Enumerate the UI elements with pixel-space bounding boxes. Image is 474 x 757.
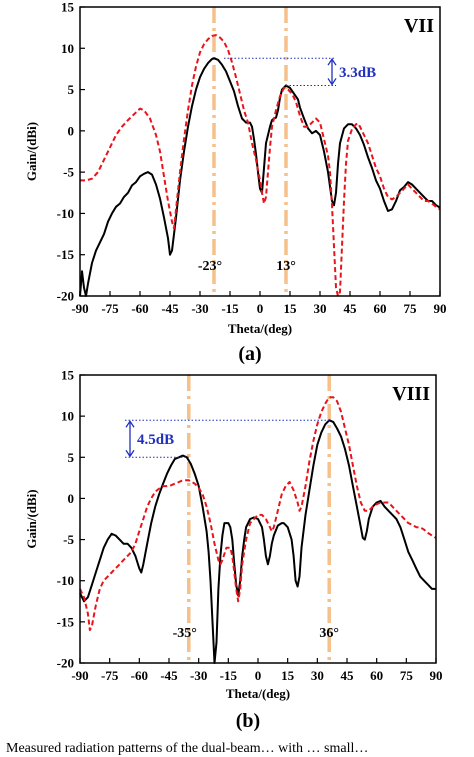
x-axis-label: Theta/(deg) — [226, 686, 290, 701]
x-tick-label: 60 — [370, 668, 383, 683]
y-tick-label: -20 — [57, 289, 74, 304]
x-tick-label: 90 — [434, 301, 447, 316]
x-tick-label: 75 — [400, 668, 414, 683]
marker-label-1: -35° — [173, 626, 197, 641]
x-tick-label: 45 — [341, 668, 355, 683]
x-tick-label: -60 — [131, 301, 148, 316]
y-tick-label: -10 — [57, 573, 74, 588]
diff-arrowhead-up — [327, 58, 337, 66]
panel-label: VIII — [392, 383, 430, 405]
x-tick-label: 30 — [314, 301, 327, 316]
marker-label-1: -23° — [198, 259, 222, 274]
chart-panel-b: -90 -75 -60 -45 -30 -15 0 15 30 45 60 75 90 15 10 5 0 -5 -… — [24, 368, 443, 733]
x-tick-label: 30 — [311, 668, 324, 683]
y-tick-label: 5 — [68, 82, 75, 97]
y-tick-label: 15 — [61, 368, 75, 383]
x-tick-label: -90 — [71, 668, 88, 683]
x-tick-label: -75 — [101, 668, 119, 683]
figure-caption: Measured radiation patterns of the dual-… — [6, 741, 368, 756]
subfigure-label: (b) — [236, 710, 260, 732]
y-axis-label: Gain/(dBi) — [24, 122, 39, 181]
y-tick-label: 0 — [68, 123, 75, 138]
panel-label: VII — [404, 15, 434, 37]
x-tick-label: -15 — [221, 301, 239, 316]
x-tick-label: 75 — [404, 301, 418, 316]
y-axis-label: Gain/(dBi) — [24, 489, 39, 548]
y-tick-label: -15 — [57, 614, 75, 629]
marker-label-2: 13° — [276, 259, 296, 274]
x-tick-label: -30 — [191, 301, 208, 316]
marker-label-2: 36° — [319, 626, 339, 641]
x-tick-label: 15 — [284, 301, 298, 316]
x-tick-label: -60 — [131, 668, 148, 683]
y-tick-label: -5 — [63, 532, 74, 547]
x-tick-label: 45 — [344, 301, 358, 316]
x-tick-label: -30 — [190, 668, 207, 683]
difference-label: 4.5dB — [137, 432, 174, 448]
y-tick-label: -10 — [57, 206, 74, 221]
x-tick-label: -45 — [161, 301, 179, 316]
y-tick-label: 10 — [61, 409, 74, 424]
y-tick-label: -20 — [57, 656, 74, 671]
y-tick-label: 0 — [68, 491, 75, 506]
x-tick-label: 0 — [255, 668, 262, 683]
x-tick-label: 90 — [430, 668, 443, 683]
subfigure-label: (a) — [238, 343, 261, 365]
x-axis-label: Theta/(deg) — [228, 321, 292, 336]
x-tick-label: -45 — [160, 668, 178, 683]
y-tick-label: 10 — [61, 41, 74, 56]
x-tick-label: -75 — [101, 301, 119, 316]
plot-frame — [79, 6, 441, 297]
y-tick-label: 15 — [61, 0, 75, 15]
diff-arrowhead-up — [125, 420, 135, 428]
series-line-solid — [79, 419, 436, 664]
y-tick-label: -5 — [63, 165, 74, 180]
x-tick-label: 15 — [281, 668, 295, 683]
series-line-dashed — [80, 34, 441, 297]
series-line-dashed — [79, 396, 437, 632]
difference-label: 3.3dB — [339, 65, 376, 81]
x-tick-label: -15 — [220, 668, 238, 683]
x-tick-label: 0 — [257, 301, 264, 316]
chart-panel-a: -90 -75 -60 -45 -30 -15 0 15 30 45 60 75 90 15 10 5 0 -5 -… — [24, 0, 447, 365]
x-tick-label: -90 — [71, 301, 88, 316]
x-tick-label: 60 — [374, 301, 387, 316]
y-tick-label: -15 — [57, 247, 75, 262]
diff-arrowhead-down — [125, 449, 135, 458]
diff-arrowhead-down — [327, 78, 337, 86]
y-tick-label: 5 — [68, 450, 75, 465]
